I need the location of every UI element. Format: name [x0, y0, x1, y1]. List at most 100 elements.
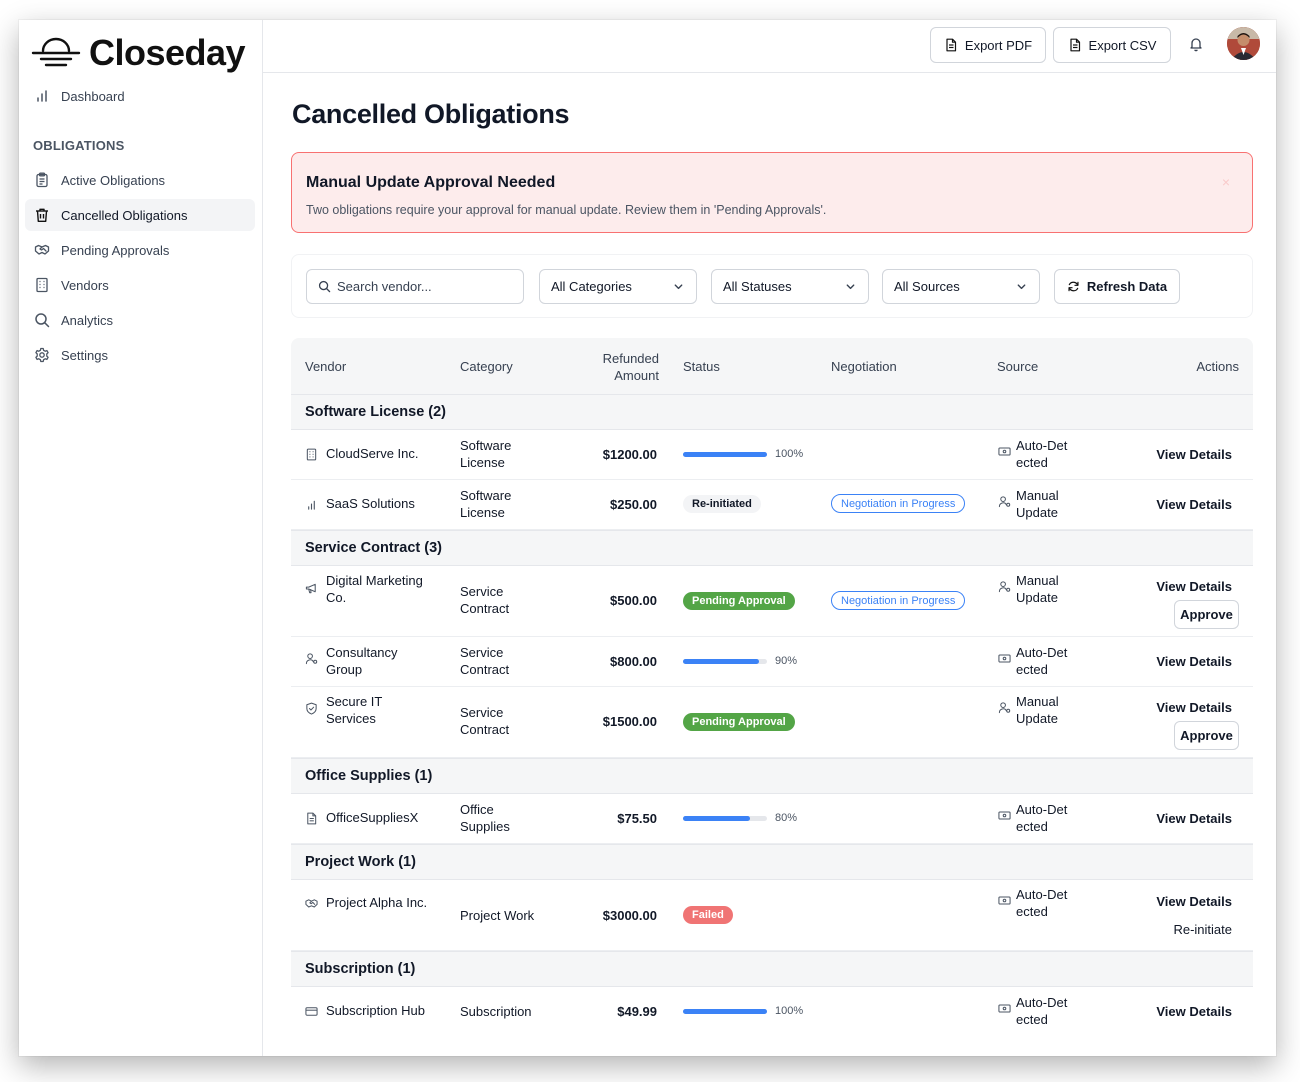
sidebar-item-cancelled-obligations[interactable]: Cancelled Obligations	[25, 199, 255, 231]
search-field[interactable]	[306, 269, 524, 304]
bell-icon[interactable]	[1188, 36, 1204, 52]
vendor-name-line1: Digital Marketing	[326, 573, 423, 588]
vendor-cell: SaaS Solutions	[305, 496, 415, 512]
category-cell: Service Contract	[460, 644, 509, 678]
category-cell: Service Contract	[460, 704, 509, 738]
brand[interactable]: Closeday	[31, 32, 246, 74]
col-status[interactable]: Status	[683, 359, 720, 374]
category-line2: Contract	[460, 722, 510, 737]
view-details-link[interactable]: View Details	[1156, 1004, 1232, 1019]
sidebar-item-label: Analytics	[61, 312, 114, 328]
view-details-link[interactable]: View Details	[1156, 811, 1232, 826]
clipboard-icon	[33, 171, 51, 189]
view-details-link[interactable]: View Details	[1156, 700, 1232, 715]
export-csv-button[interactable]: Export CSV	[1053, 27, 1171, 63]
vendor-cell: Digital Marketing Co.	[305, 572, 423, 606]
category-cell: Software License	[460, 437, 511, 471]
status-badge: Re-initiated	[683, 495, 761, 513]
category-select[interactable]: All Categories	[539, 269, 697, 304]
re-initiate-link[interactable]: Re-initiate	[1173, 922, 1232, 937]
export-csv-label: Export CSV	[1088, 37, 1157, 53]
sidebar-item-settings[interactable]: Settings	[25, 339, 255, 371]
app-window: Closeday Dashboard OBLIGATIONS Active Ob…	[19, 20, 1276, 1056]
table-row[interactable]: OfficeSuppliesX Office Supplies $75.50 8…	[291, 794, 1253, 844]
col-vendor[interactable]: Vendor	[305, 359, 347, 374]
negotiation-badge: Negotiation in Progress	[831, 494, 966, 513]
table-row[interactable]: Secure IT Services Service Contract $1500…	[291, 687, 1253, 758]
table-row[interactable]: CloudServe Inc. Software License $1200.0…	[291, 430, 1253, 480]
vendor-cell: Secure IT Services	[305, 693, 382, 727]
chevron-down-icon	[674, 284, 683, 290]
col-negotiation[interactable]: Negotiation	[831, 359, 897, 374]
source-select[interactable]: All Sources	[882, 269, 1040, 304]
sidebar-item-label: Vendors	[61, 277, 109, 293]
trash-icon	[33, 206, 51, 224]
category-cell: Project Work	[460, 908, 535, 923]
vendor-name: Subscription Hub	[326, 1003, 425, 1018]
source-cell: Manual Update	[998, 693, 1059, 727]
source-cell: Manual Update	[998, 487, 1059, 521]
export-pdf-button[interactable]: Export PDF	[930, 27, 1046, 63]
progress-fill	[683, 659, 759, 664]
sidebar-item-label: Dashboard	[61, 88, 125, 104]
bar-chart-icon	[33, 87, 51, 105]
view-details-link[interactable]: View Details	[1156, 654, 1232, 669]
obligations-table: Vendor Category Refunded Amount Status N…	[291, 338, 1253, 1037]
source-select-value: All Sources	[894, 279, 960, 294]
source-line1: Auto-Det	[1016, 887, 1068, 902]
sidebar-item-analytics[interactable]: Analytics	[25, 304, 255, 336]
user-icon	[998, 580, 1012, 594]
handshake-icon	[305, 897, 319, 911]
view-details-link[interactable]: View Details	[1156, 579, 1232, 594]
bar-chart-icon	[305, 498, 319, 512]
category-line1: Software	[460, 488, 512, 503]
col-refunded-line1: Refunded	[602, 351, 659, 366]
credit-card-icon	[998, 652, 1012, 666]
col-source[interactable]: Source	[997, 359, 1039, 374]
handshake-icon	[33, 241, 51, 259]
group-header: Office Supplies (1)	[291, 758, 1253, 794]
category-select-value: All Categories	[551, 279, 632, 294]
avatar[interactable]	[1227, 27, 1260, 60]
document-icon	[305, 812, 319, 826]
refresh-data-button[interactable]: Refresh Data	[1054, 269, 1180, 304]
refund-progress-bar	[683, 659, 767, 664]
user-icon	[998, 701, 1012, 715]
col-category[interactable]: Category	[460, 359, 513, 374]
progress-percent: 100%	[775, 448, 804, 460]
view-details-link[interactable]: View Details	[1156, 447, 1232, 462]
source-line1: Auto-Det	[1016, 802, 1068, 817]
table-row[interactable]: SaaS Solutions Software License $250.00 …	[291, 480, 1253, 530]
view-details-link[interactable]: View Details	[1156, 894, 1232, 909]
status-select-value: All Statuses	[723, 279, 792, 294]
group-title: Project Work (1)	[305, 854, 416, 870]
megaphone-icon	[305, 582, 319, 596]
approve-button[interactable]: Approve	[1174, 600, 1239, 629]
table-row[interactable]: Subscription Hub Subscription $49.99 100…	[291, 987, 1253, 1037]
category-line2: Supplies	[460, 819, 510, 834]
view-details-link[interactable]: View Details	[1156, 497, 1232, 512]
sidebar-item-active-obligations[interactable]: Active Obligations	[25, 164, 255, 196]
vendor-name-line2: Services	[326, 711, 376, 726]
group-title: Software License (2)	[305, 404, 447, 420]
table-row[interactable]: Consultancy Group Service Contract $800.0…	[291, 637, 1253, 687]
vendor-cell: Subscription Hub	[305, 1003, 425, 1019]
sidebar-item-pending-approvals[interactable]: Pending Approvals	[25, 234, 255, 266]
search-input[interactable]	[337, 279, 507, 294]
status-select[interactable]: All Statuses	[711, 269, 869, 304]
source-line1: Manual	[1016, 694, 1059, 709]
category-line2: License	[460, 505, 505, 520]
table-row[interactable]: Project Alpha Inc. Project Work $3000.00…	[291, 880, 1253, 951]
sidebar-item-vendors[interactable]: Vendors	[25, 269, 255, 301]
status-badge: Pending Approval	[683, 592, 795, 610]
brand-name: Closeday	[89, 32, 246, 73]
col-refunded-amount[interactable]: Refunded Amount	[603, 350, 659, 384]
table-row[interactable]: Digital Marketing Co. Service Contract $5…	[291, 566, 1253, 637]
source-line2: ected	[1016, 904, 1048, 919]
sidebar-item-dashboard[interactable]: Dashboard	[25, 80, 255, 112]
sidebar: Closeday Dashboard OBLIGATIONS Active Ob…	[19, 20, 263, 1056]
approve-button[interactable]: Approve	[1174, 721, 1239, 750]
refresh-icon	[1068, 281, 1079, 292]
vendor-cell: OfficeSuppliesX	[305, 810, 418, 826]
close-icon[interactable]: ×	[1221, 174, 1230, 190]
